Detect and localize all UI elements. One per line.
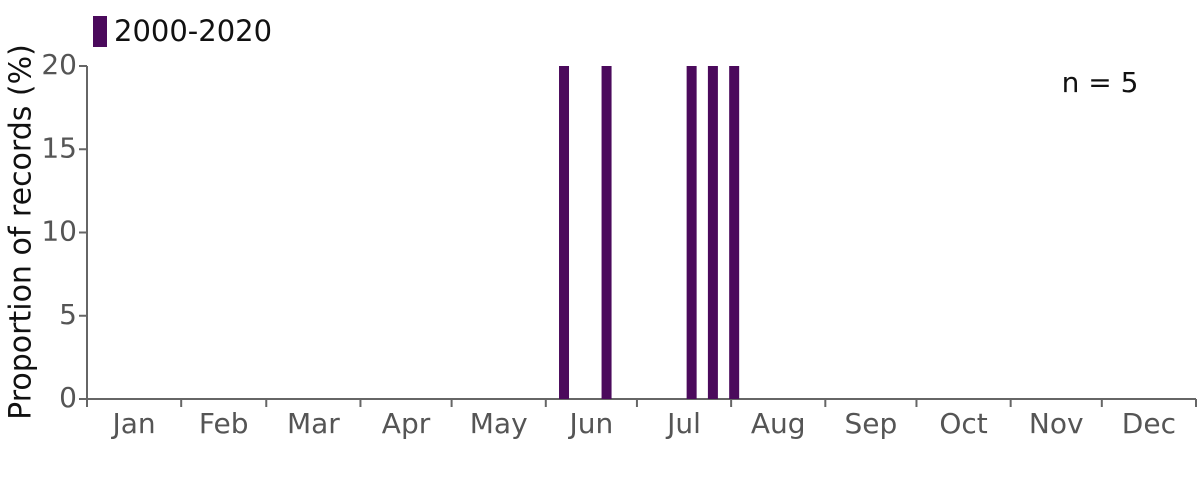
x-tick-label: Dec [1122,407,1176,440]
bar [559,66,570,399]
y-tick-label: 0 [59,381,77,414]
x-tick-label: Nov [1029,407,1084,440]
x-tick-label: Jul [665,407,701,440]
x-tick-label: Apr [382,407,431,440]
bar [686,66,697,399]
y-axis-label: Proportion of records (%) [4,44,39,420]
bar [707,66,718,399]
y-tick-label: 20 [41,48,77,81]
x-tick-label: Feb [199,407,249,440]
x-tick-label: Jun [567,407,613,440]
x-tick-label: Oct [939,407,987,440]
legend-swatch [93,16,107,47]
annotation: n = 5 [1062,66,1139,99]
bar [729,66,740,399]
x-tick-label: Jan [111,407,156,440]
x-tick-label: May [470,407,528,440]
x-tick-label: Aug [751,407,806,440]
y-tick-label: 5 [59,298,77,331]
x-tick-label: Sep [845,407,898,440]
y-tick-label: 15 [41,131,77,164]
legend-label: 2000-2020 [114,14,272,48]
x-tick-label: Mar [287,407,340,440]
bar [601,66,612,399]
y-tick-label: 10 [41,215,77,248]
